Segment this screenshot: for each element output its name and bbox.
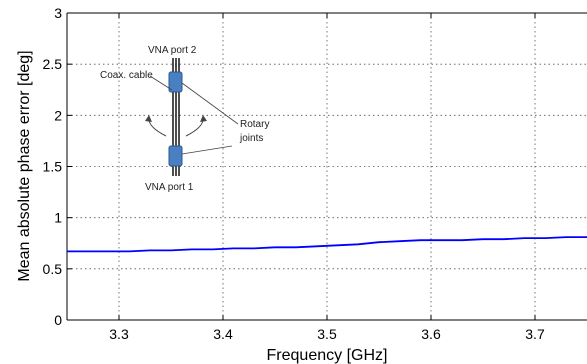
grid-lines <box>67 13 587 320</box>
rotary-joint-top <box>168 71 183 93</box>
joints-leader-top <box>181 82 239 125</box>
rotation-arrowhead-left <box>145 115 152 122</box>
y-tick-label-2: 1 <box>54 210 62 226</box>
inset-schematic: VNA port 2 Coax. cable Rotary joints VNA… <box>100 45 269 193</box>
x-tick-label-2: 3.5 <box>317 326 337 342</box>
vna-port-2-label: VNA port 2 <box>148 45 197 56</box>
rotary-joints-label-line1: Rotary <box>240 119 269 130</box>
y-tick-label-6: 3 <box>54 5 62 21</box>
y-tick-label-5: 2.5 <box>43 56 63 72</box>
series-line-0 <box>67 236 587 253</box>
y-axis-title: Mean absolute phase error [deg] <box>16 50 33 281</box>
tick-labels: 3.3 3.4 3.5 3.6 3.7 0 0.5 1 1.5 2 2.5 3 <box>43 5 545 342</box>
x-tick-label-1: 3.4 <box>213 326 233 342</box>
joints-leader-bottom <box>181 145 233 155</box>
data-series <box>67 236 587 253</box>
y-tick-label-0: 0 <box>54 312 62 328</box>
y-tick-label-3: 1.5 <box>43 159 63 175</box>
axes <box>66 12 587 321</box>
y-tick-label-4: 2 <box>54 107 62 123</box>
cable-label-leader <box>149 75 173 91</box>
x-tick-label-0: 3.3 <box>109 326 129 342</box>
vna-port-1-label: VNA port 1 <box>145 182 194 193</box>
rotation-arrowhead-right <box>200 115 207 122</box>
y-tick-label-1: 0.5 <box>43 261 63 277</box>
rotary-joint-bottom <box>168 145 183 167</box>
x-axis-title: Frequency [GHz] <box>267 347 388 364</box>
x-tick-label-4: 3.7 <box>525 326 545 342</box>
coax-cable-label: Coax. cable <box>100 70 153 81</box>
x-tick-label-3: 3.6 <box>421 326 441 342</box>
rotary-joints-label-line2: joints <box>239 133 263 144</box>
